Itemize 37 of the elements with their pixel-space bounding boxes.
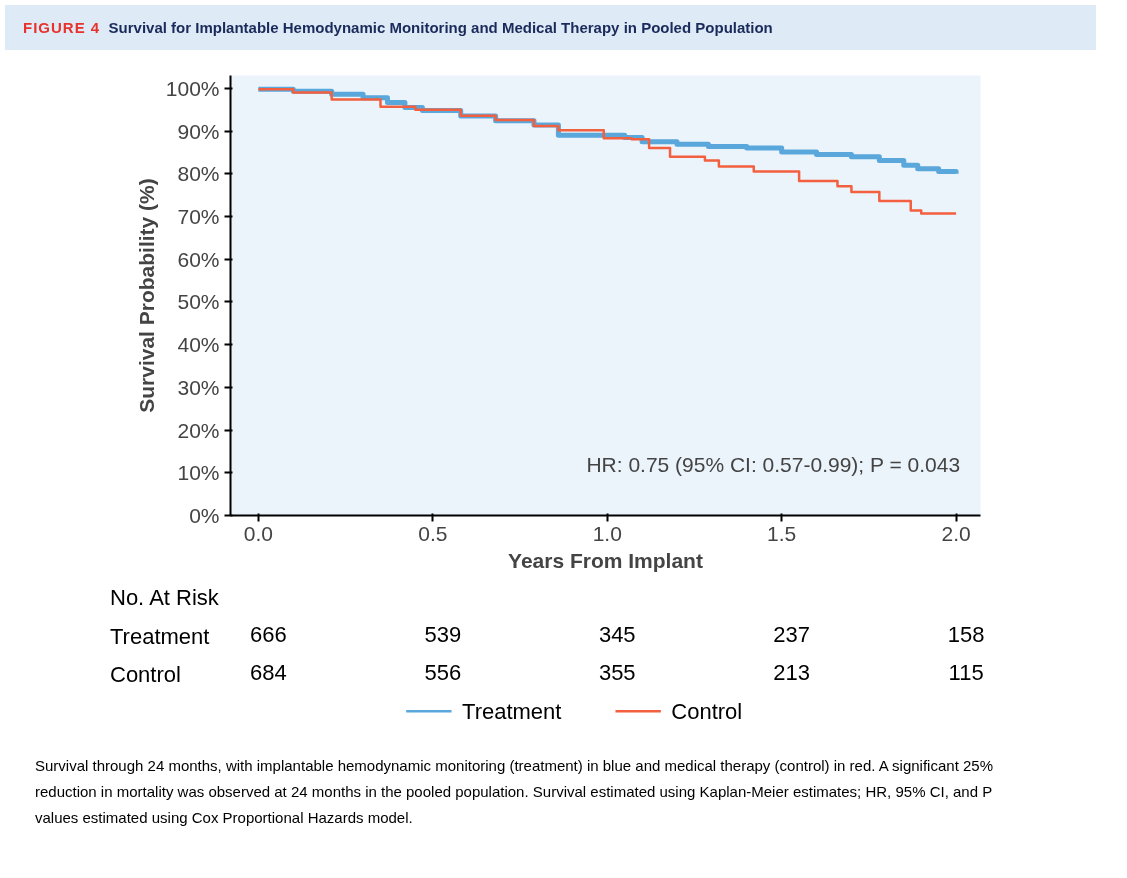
text: 213 bbox=[773, 660, 811, 686]
x-tick-label: 2.0 bbox=[941, 521, 971, 545]
y-tick-label: 40% bbox=[177, 333, 220, 357]
text: FIGURE 4 bbox=[23, 19, 101, 36]
y-tick-label: 80% bbox=[177, 162, 220, 186]
y-tick-label: 60% bbox=[177, 248, 220, 272]
y-tick-label: 70% bbox=[177, 205, 220, 229]
chart-subtitle: Survival for Implantable Hemodynamic Monitoring and Medical Therapy in Pooled Population bbox=[108, 19, 773, 36]
x-tick-label: 0.0 bbox=[243, 521, 274, 545]
x-tick-label: 1.5 bbox=[767, 521, 797, 545]
text: Control bbox=[110, 661, 181, 690]
text: Survival through 24 months, with implantable hemodynamic monitoring (treatment) in blue and medical therapy (control) in red. A significant 25% reduction in mortality was observed at 24 months in the pooled population. Survival estimated using Kaplan-Meier estimates; HR, 95% CI, and P values estimated using Cox Proportional Hazards model. bbox=[34, 756, 994, 829]
text: 539 bbox=[424, 622, 462, 648]
annotation: HR: 0.75 (95% CI: 0.57-0.99); P = 0.043 bbox=[586, 452, 961, 476]
text: 345 bbox=[598, 622, 636, 648]
y-tick-label: 50% bbox=[177, 290, 220, 314]
text: 158 bbox=[947, 622, 985, 648]
y-tick-label: 90% bbox=[177, 119, 220, 143]
y-tick-label: 20% bbox=[177, 418, 220, 442]
y-tick-label: 30% bbox=[177, 376, 220, 400]
y-tick-label: 0% bbox=[189, 504, 220, 528]
text: 355 bbox=[598, 660, 636, 686]
y-tick-label: 10% bbox=[177, 461, 220, 485]
text: 556 bbox=[424, 660, 462, 686]
x-tick-label: 0.5 bbox=[418, 521, 448, 545]
y-tick-label: 100% bbox=[165, 77, 220, 101]
legend-label: Control bbox=[671, 699, 743, 725]
legend-label: Treatment bbox=[462, 699, 562, 725]
y-axis-title: Survival Probability (%) bbox=[134, 178, 158, 414]
text: 115 bbox=[948, 660, 984, 686]
text: Treatment bbox=[110, 623, 210, 652]
text: 666 bbox=[250, 622, 287, 648]
text: 684 bbox=[250, 660, 287, 686]
text: No. At Risk bbox=[110, 584, 219, 613]
text: 237 bbox=[773, 622, 811, 648]
x-axis-title: Years From Implant bbox=[508, 548, 703, 572]
x-tick-label: 1.0 bbox=[592, 521, 622, 545]
